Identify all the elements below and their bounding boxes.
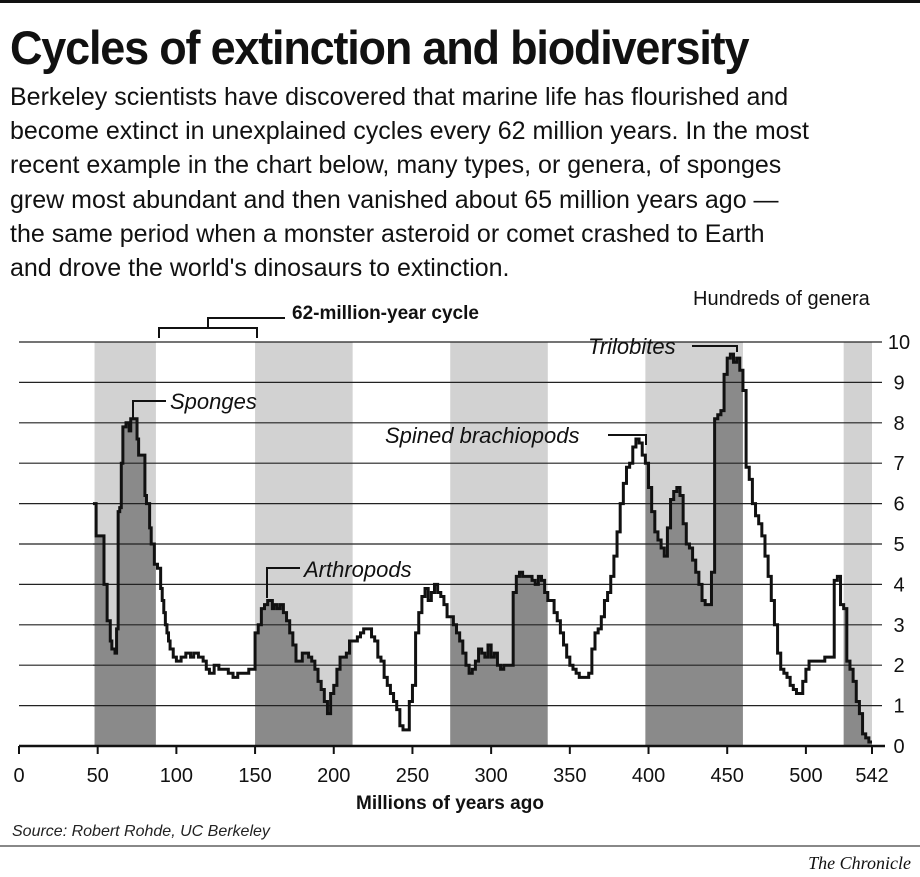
x-tick-label: 250: [396, 765, 429, 787]
y-tick-label: 0: [893, 736, 904, 758]
x-tick-label: 542: [855, 765, 888, 787]
credit: The Chronicle: [808, 853, 911, 873]
annotation-label: Sponges: [170, 389, 257, 414]
x-axis-label: Millions of years ago: [356, 793, 544, 814]
description-line: the same period when a monster asteroid …: [10, 219, 765, 248]
area-band-fill: [352, 354, 451, 746]
y-tick-label: 4: [893, 574, 904, 596]
description-line: and drove the world's dinosaurs to extin…: [10, 254, 510, 283]
description-line: grew most abundant and then vanished abo…: [10, 185, 779, 214]
annotation-label: Trilobites: [588, 334, 676, 359]
annotation-leader: [266, 567, 300, 598]
description-line: become extinct in unexplained cycles eve…: [10, 117, 809, 146]
x-tick-label: 0: [13, 765, 24, 787]
x-tick-label: 350: [553, 765, 586, 787]
description-line: Berkeley scientists have discovered that…: [10, 83, 789, 111]
y-tick-label: 6: [893, 494, 904, 516]
y-axis-label: Hundreds of genera: [693, 288, 871, 310]
y-tick-label: 9: [893, 372, 904, 394]
annotation-label: Arthropods: [302, 557, 412, 582]
annotation-label: Spined brachiopods: [385, 423, 579, 448]
x-tick-label: 400: [632, 765, 665, 787]
x-tick-label: 150: [238, 765, 271, 787]
annotation-leader: [608, 434, 647, 445]
chart-description: Berkeley scientists have discovered that…: [10, 80, 915, 285]
cycle-bracket: [158, 317, 285, 338]
top-rule: [0, 0, 920, 3]
x-tick-label: 450: [711, 765, 744, 787]
x-axis: 0 50 100 150 200 250 300 350 400 450 500 542: [13, 744, 889, 787]
x-tick-label: 100: [160, 765, 193, 787]
x-tick-label: 50: [87, 765, 109, 787]
annotations: Sponges Arthropods Spined brachiopods Trilo…: [132, 334, 738, 598]
y-tick-label: 3: [893, 615, 904, 637]
annotation-leader: [132, 400, 166, 420]
annotation-leader: [692, 345, 738, 352]
description-line: recent example in the chart below, many …: [10, 151, 782, 180]
chart-title: Cycles of extinction and biodiversity: [10, 20, 749, 75]
x-tick-label: 200: [317, 765, 350, 787]
y-tick-label: 8: [893, 413, 904, 435]
area-band-fill: [547, 354, 646, 746]
area-band-fill: [742, 354, 844, 746]
y-tick-label: 5: [893, 534, 904, 556]
series-line: [92, 352, 872, 744]
cycle-label: 62-million-year cycle: [292, 303, 479, 324]
y-tick-label: 7: [893, 453, 904, 475]
y-axis: 0 1 2 3 4 5 6 7 8 9 10: [888, 332, 910, 758]
y-tick-label: 10: [888, 332, 910, 354]
source-note: Source: Robert Rohde, UC Berkeley: [12, 823, 271, 840]
x-tick-label: 300: [474, 765, 507, 787]
x-tick-label: 500: [789, 765, 822, 787]
y-tick-label: 2: [893, 655, 904, 677]
area-band-fill: [155, 354, 256, 746]
y-tick-label: 1: [893, 696, 904, 718]
